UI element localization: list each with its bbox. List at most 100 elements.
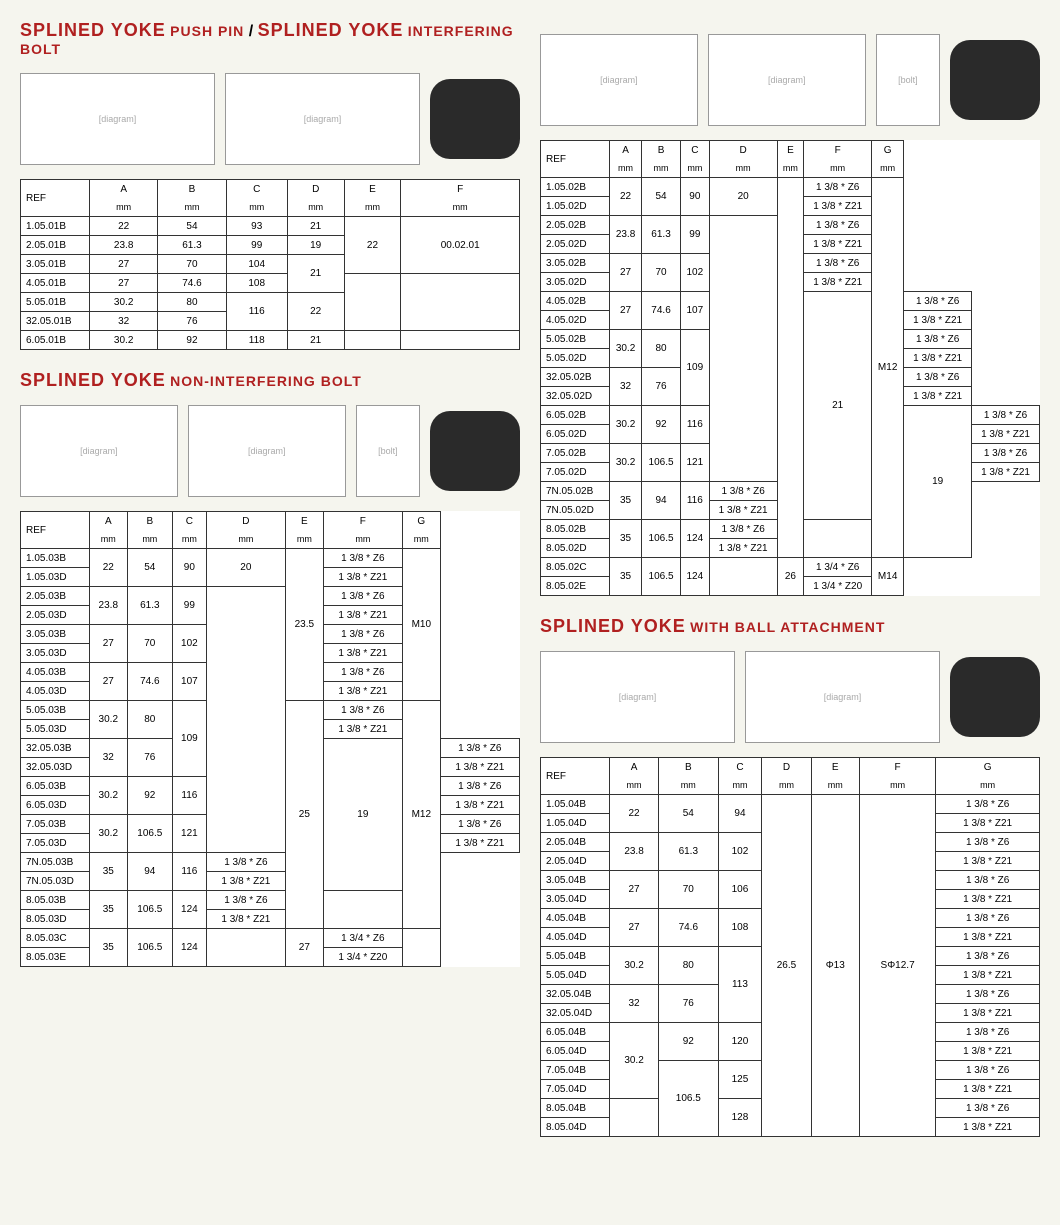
table-cell: 1 3/8 * Z21 [323,644,402,663]
table-cell: 1.05.02D [541,197,610,216]
table-cell: 8.05.02C [541,558,610,577]
table-cell: 92 [659,1023,718,1061]
title-1b: PUSH PIN [170,23,244,39]
section-ball-attachment: SPLINED YOKE WITH BALL ATTACHMENT [diagr… [540,616,1040,1137]
table-cell: 1 3/8 * Z6 [936,795,1040,814]
table-cell [206,929,285,967]
col-header-ref: REF [541,758,610,795]
table-cell: 8.05.03B [21,891,90,910]
table-cell: 6.05.02B [541,406,610,425]
table-row: 1.05.01B225493212200.02.01 [21,217,520,236]
table-cell: 1 3/4 * Z20 [804,577,872,596]
table-cell: 32.05.03B [21,739,90,758]
table-cell: 107 [680,292,709,330]
col-header-C: C [173,512,207,531]
table-cell: 30.2 [90,815,128,853]
table-cell: 3.05.04B [541,871,610,890]
col-unit: mm [777,159,804,178]
product-photo [430,411,520,491]
table-cell: 5.05.03D [21,720,90,739]
col-unit: mm [403,530,441,549]
col-header-A: A [610,758,659,777]
table-cell: 106.5 [127,929,172,967]
table-cell: M12 [403,701,441,929]
col-unit: mm [323,530,402,549]
title-3a: SPLINED YOKE [540,616,686,636]
table-cell: 116 [226,293,287,331]
table-cell: 4.05.03D [21,682,90,701]
table-cell: 27 [610,254,642,292]
table-cell: 1 3/8 * Z21 [936,1080,1040,1099]
table-cell: 27 [610,909,659,947]
table-cell: 70 [642,254,681,292]
table-cell: 1 3/8 * Z6 [936,1023,1040,1042]
table-cell: 5.05.02D [541,349,610,368]
tech-diagram: [diagram] [745,651,940,743]
table-cell: 1 3/8 * Z6 [936,985,1040,1004]
table-cell: 30.2 [90,293,158,312]
table-cell: 30.2 [90,701,128,739]
table-cell: 61.3 [642,216,681,254]
table-cell: 35 [610,558,642,596]
col-unit: mm [226,198,287,217]
table-cell: 70 [158,255,226,274]
col-header-A: A [90,512,128,531]
table-cell: 116 [173,853,207,891]
table-cell: 80 [158,293,226,312]
table-cell: 106 [718,871,762,909]
table-cell [403,929,441,967]
col-unit: mm [206,530,285,549]
tech-diagram: [diagram] [540,34,698,126]
table-cell: 1 3/8 * Z21 [804,197,872,216]
table-cell: 1 3/4 * Z20 [323,948,402,967]
table-cell: 74.6 [642,292,681,330]
table-cell: 1 3/8 * Z6 [936,833,1040,852]
table-cell: 8.05.03D [21,910,90,929]
table-cell: 2.05.01B [21,236,90,255]
table-cell: 1 3/8 * Z6 [804,216,872,235]
table-cell: 106.5 [127,815,172,853]
table-cell: 1 3/4 * Z6 [323,929,402,948]
table-cell: 1.05.03B [21,549,90,568]
table-cell: 106.5 [659,1061,718,1137]
table-cell: 93 [226,217,287,236]
table-cell: 74.6 [127,663,172,701]
table-cell: 27 [610,292,642,330]
col-unit: mm [659,776,718,795]
table-cell: 1.05.01B [21,217,90,236]
table-cell: 99 [226,236,287,255]
table-cell: 1 3/8 * Z6 [804,254,872,273]
table-cell: 2.05.02D [541,235,610,254]
table-cell: 92 [158,331,226,350]
tech-diagram: [diagram] [540,651,735,743]
col-unit: mm [709,159,777,178]
table-cell: 1 3/8 * Z21 [804,273,872,292]
table-cell: 94 [642,482,681,520]
table-cell: 1 3/8 * Z21 [206,910,285,929]
table-cell: 1 3/8 * Z21 [904,311,972,330]
table-cell: 27 [90,663,128,701]
table-cell: 7.05.02D [541,463,610,482]
col-unit: mm [286,530,324,549]
table-cell: 1 3/8 * Z21 [206,872,285,891]
table-cell: 27 [90,255,158,274]
table-cell: 27 [90,625,128,663]
table-cell: 32.05.01B [21,312,90,331]
col-unit: mm [610,159,642,178]
title-row-1: SPLINED YOKE PUSH PIN / SPLINED YOKE INT… [20,20,520,59]
table-cell: 1 3/8 * Z6 [972,444,1040,463]
table-cell: 8.05.03E [21,948,90,967]
table-cell: 1 3/8 * Z6 [323,549,402,568]
table-cell: 1 3/8 * Z6 [323,663,402,682]
table-cell: 23.8 [90,236,158,255]
table-cell: 1 3/8 * Z21 [440,796,519,815]
table-push-pin: REFABCDEFmmmmmmmmmmmm1.05.01B22549321220… [20,179,520,350]
section-push-pin: SPLINED YOKE PUSH PIN / SPLINED YOKE INT… [20,20,520,350]
table-cell: 2.05.02B [541,216,610,235]
table-cell: 6.05.04B [541,1023,610,1042]
col-unit: mm [762,776,811,795]
table-row: 8.05.03C35106.5124271 3/4 * Z6 [21,929,520,948]
table-cell: 3.05.04D [541,890,610,909]
table-cell: 80 [659,947,718,985]
table-cell [206,587,285,853]
